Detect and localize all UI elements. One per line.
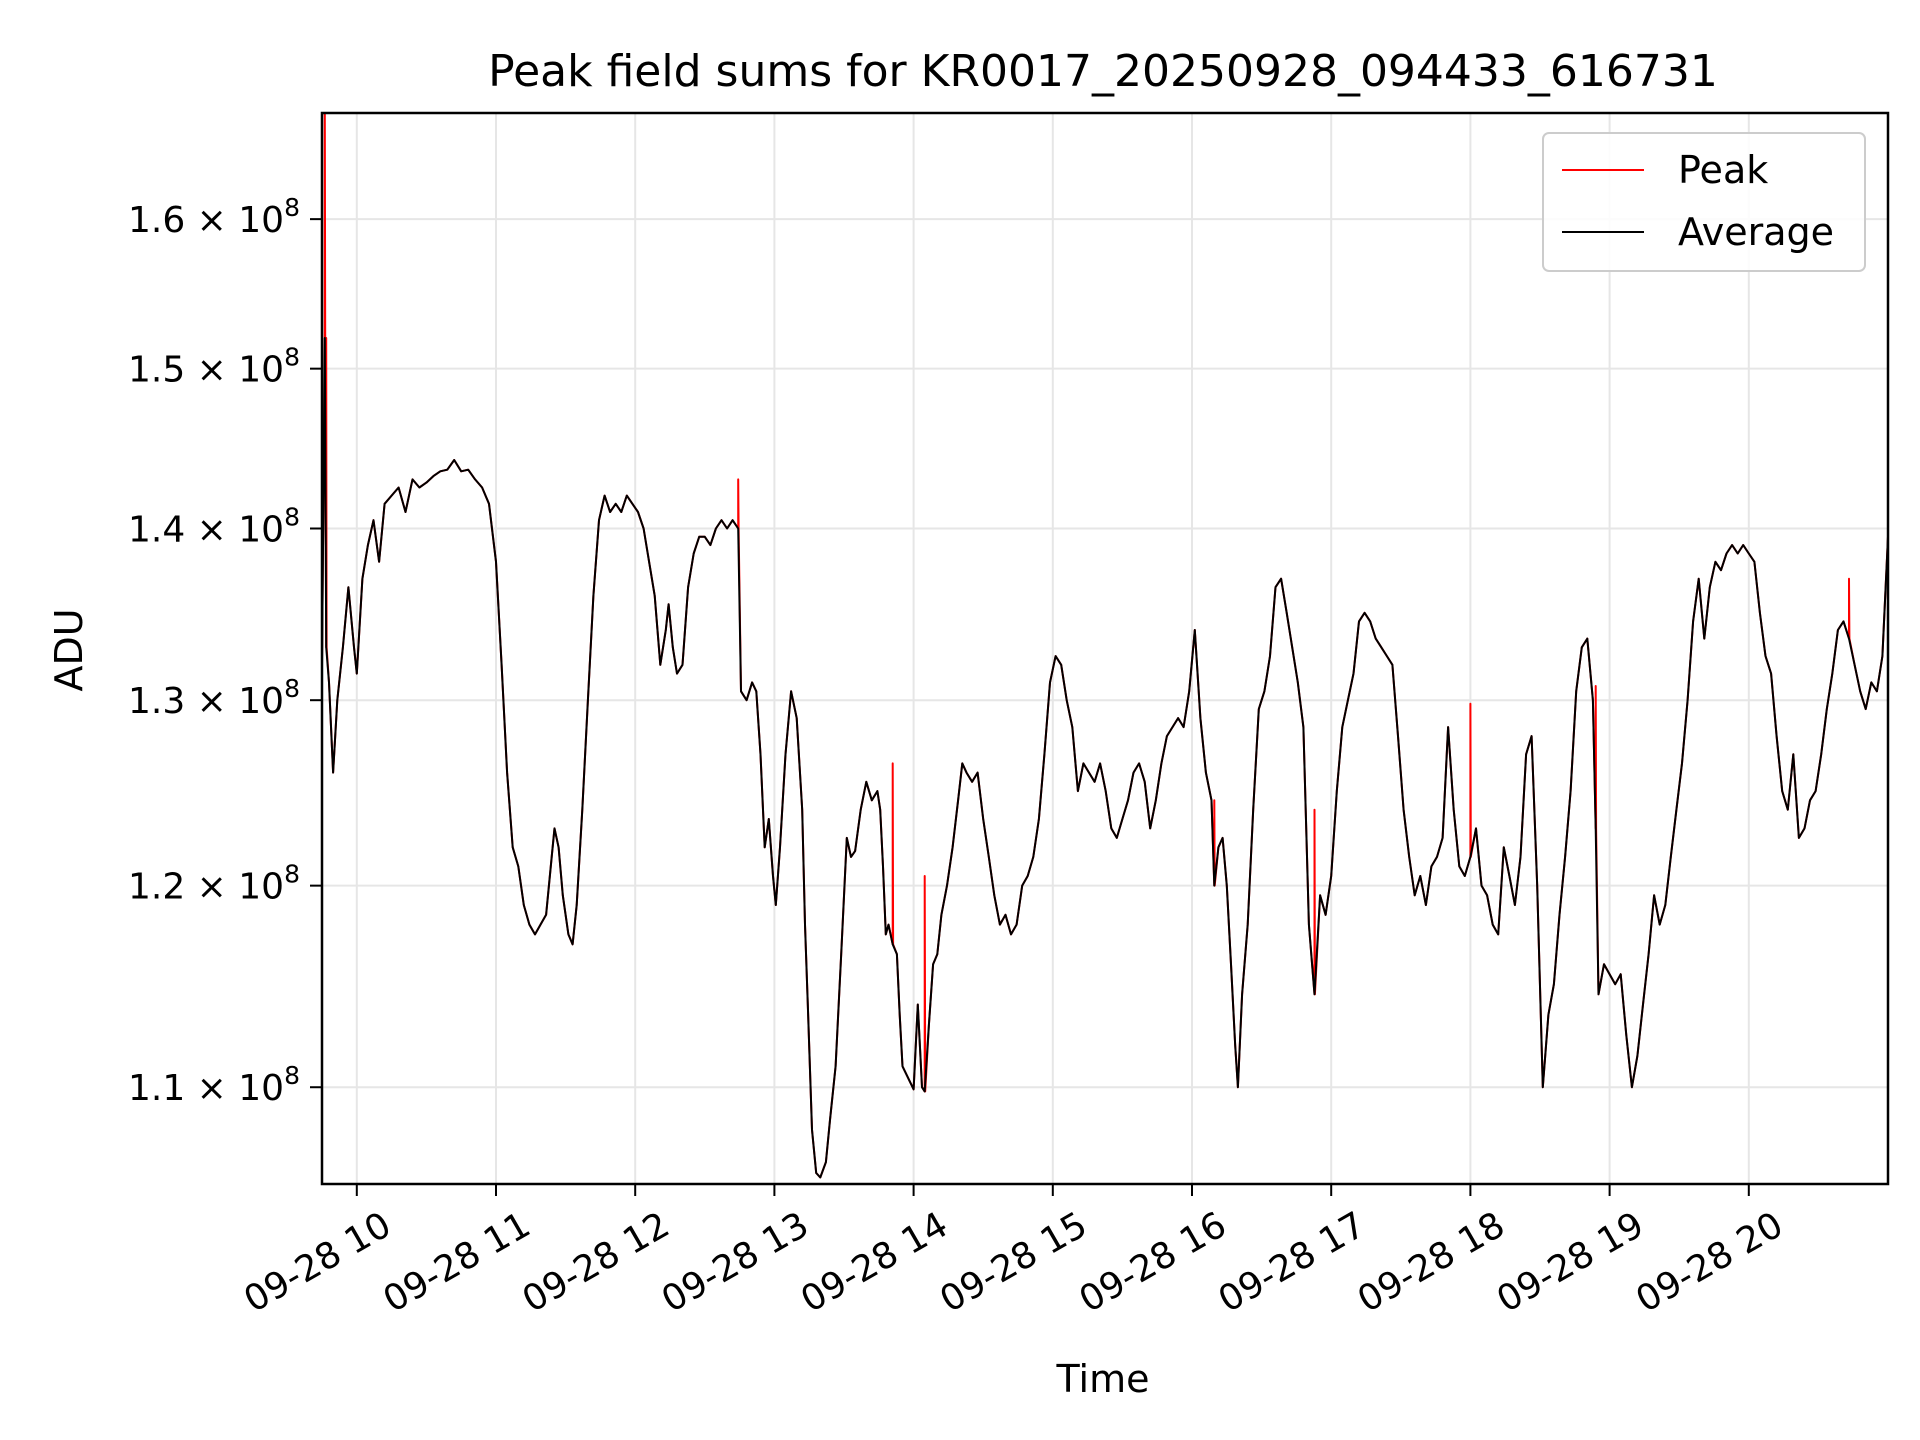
y-gridlines (322, 218, 1888, 1089)
y-tick-label: 1.5 × 108 (128, 343, 300, 391)
y-tick-label: 1.3 × 108 (128, 674, 300, 722)
y-tick-label: 1.4 × 108 (128, 502, 300, 550)
legend-average-label: Average (1678, 210, 1834, 254)
legend: Peak Average (1542, 132, 1866, 272)
x-axis-label: Time (1056, 1357, 1150, 1401)
average-series-line (322, 337, 1888, 1179)
y-tick-label: 1.6 × 108 (128, 193, 300, 241)
legend-box (1542, 132, 1866, 272)
y-axis-label: ADU (47, 608, 91, 691)
chart-title: Peak field sums for KR0017_20250928_0944… (488, 46, 1718, 97)
y-tick-label: 1.1 × 108 (128, 1061, 300, 1109)
y-axis-ticks: 1.1 × 108 1.2 × 108 1.3 × 108 1.4 × 108 1.5 … (128, 193, 322, 1109)
legend-peak-label: Peak (1678, 148, 1768, 192)
plot-frame (320, 111, 1890, 1186)
x-gridlines (355, 113, 1750, 1184)
y-tick-label: 1.2 × 108 (128, 860, 300, 908)
data-series-layer (322, 113, 1888, 1179)
